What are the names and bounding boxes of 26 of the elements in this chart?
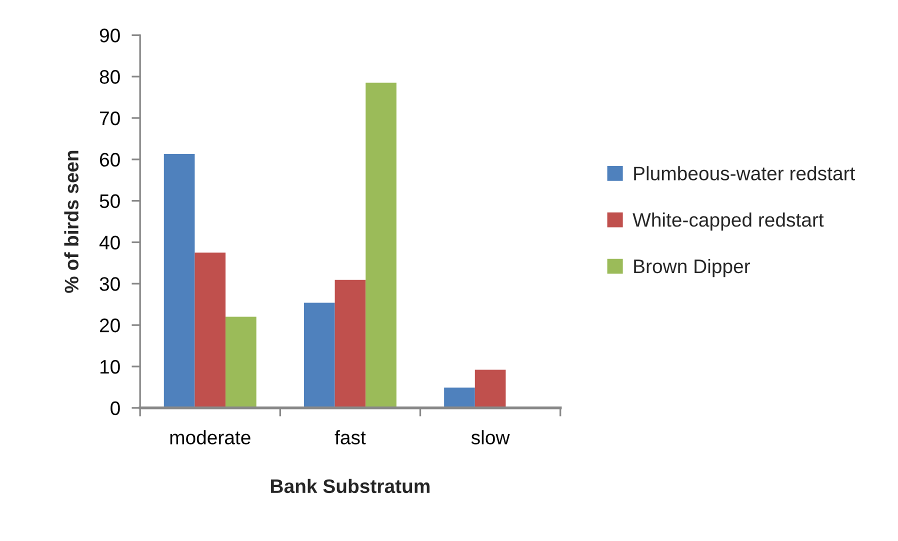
y-tick-label: 80 — [100, 70, 120, 84]
bar — [366, 82, 396, 408]
legend-label: Plumbeous-water redstart — [634, 166, 856, 180]
y-tick-label: 20 — [100, 318, 120, 332]
x-tick-label: fast — [334, 430, 366, 444]
y-tick-label: 10 — [100, 360, 120, 374]
y-tick-label: 70 — [100, 111, 120, 126]
bar — [474, 370, 506, 408]
bar — [304, 302, 335, 408]
bar — [194, 252, 226, 408]
y-tick-label: 60 — [100, 152, 120, 167]
y-tick-label: 40 — [99, 236, 120, 250]
bar — [164, 154, 195, 408]
y-tick-label: 0 — [110, 401, 120, 416]
bar — [444, 388, 475, 408]
y-tick-label: 90 — [100, 28, 120, 42]
legend-label: Brown Dipper — [634, 258, 750, 278]
x-axis-title: Bank Substratum — [271, 478, 430, 494]
y-axis-title: % of birds seen — [64, 150, 79, 293]
bar — [334, 280, 366, 408]
x-tick-label: slow — [471, 430, 510, 444]
legend-label: White-capped redstart — [632, 212, 824, 231]
y-tick-label: 50 — [100, 194, 120, 208]
x-tick-label: moderate — [170, 430, 250, 444]
y-tick-label: 30 — [100, 277, 120, 291]
bar — [226, 316, 256, 408]
